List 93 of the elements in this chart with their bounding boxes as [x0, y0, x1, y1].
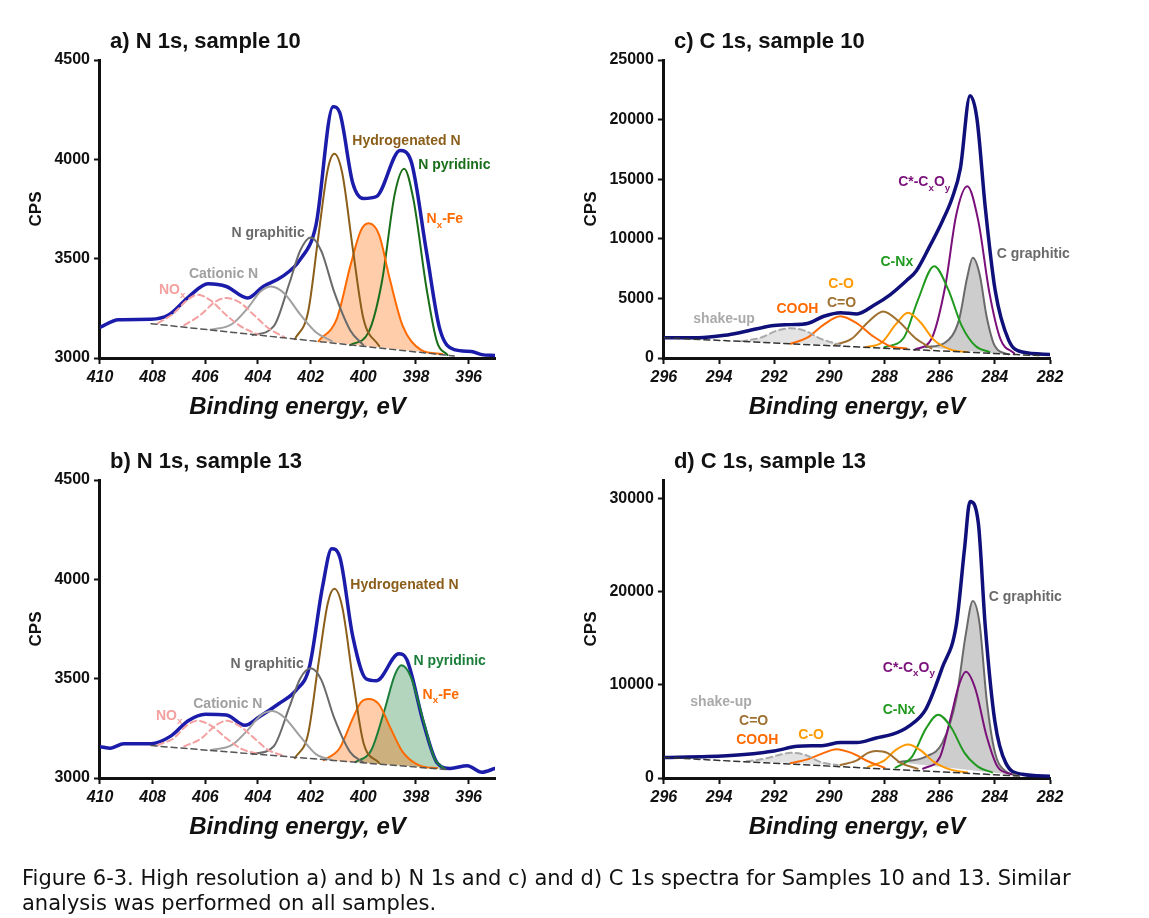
y-tick-label: 4500 [54, 470, 91, 488]
y-tick-label: 25000 [609, 50, 654, 68]
x-tick-label: 294 [704, 368, 733, 386]
line-series [789, 315, 908, 350]
line-series [922, 670, 1013, 776]
x-tick-label: 282 [1035, 368, 1064, 386]
x-tick-label: 292 [759, 368, 788, 386]
line-series [883, 265, 991, 354]
x-axis-title: Binding energy, eV [189, 392, 408, 420]
y-tick-label: 3000 [54, 768, 91, 786]
x-axis-title: Binding energy, eV [748, 392, 968, 420]
x-tick-label: 400 [348, 368, 377, 386]
series-label: Cationic N [188, 264, 259, 281]
series-label: C graphitic [988, 588, 1063, 605]
x-tick-label: 286 [925, 368, 954, 386]
x-tick-label: 402 [296, 788, 325, 806]
x-tick-label: 398 [402, 788, 430, 806]
y-axis-title: CPS [25, 611, 45, 647]
y-tick-label: 4500 [54, 50, 91, 68]
chart-title: d) C 1s, sample 13 [673, 448, 866, 473]
y-tick-label: 20000 [609, 582, 654, 600]
text: C=O [739, 712, 769, 729]
line-series [894, 713, 994, 774]
x-tick-label: 288 [870, 368, 898, 386]
x-tick-label: 408 [138, 788, 167, 806]
x-tick-label: 286 [925, 788, 954, 806]
x-tick-label: 296 [649, 368, 678, 386]
y-tick-label: 3000 [54, 348, 91, 366]
series-label: N graphitic [231, 224, 305, 241]
y-tick-label: 20000 [609, 110, 654, 128]
x-tick-label: 284 [980, 788, 1009, 806]
x-tick-label: 398 [402, 368, 430, 386]
chart-title: b) N 1s, sample 13 [109, 448, 302, 473]
series-label: N pyridinic [418, 155, 491, 172]
y-tick-label: 0 [644, 768, 654, 786]
series-label: Hydrogenated N [352, 132, 461, 149]
x-tick-label: 410 [85, 368, 114, 386]
y-tick-label: 4000 [54, 149, 91, 167]
line-series [209, 710, 333, 762]
y-axis-title: CPS [580, 611, 600, 647]
x-tick-label: 290 [815, 788, 843, 806]
chart-title: c) C 1s, sample 10 [673, 28, 865, 53]
text: C-O [798, 726, 825, 743]
chart-title: a) N 1s, sample 10 [109, 28, 301, 53]
series-label: C-Nx [882, 700, 916, 717]
y-axis-title: CPS [25, 191, 45, 227]
x-tick-label: 282 [1035, 788, 1064, 806]
series-label: Hydrogenated N [350, 575, 459, 592]
x-tick-label: 396 [455, 368, 483, 386]
series-label: N pyridinic [413, 652, 487, 669]
y-tick-label: 10000 [609, 229, 654, 247]
series-label: N graphitic [230, 655, 304, 672]
series-label: COOH [736, 731, 779, 748]
x-tick-label: 294 [704, 788, 733, 806]
y-tick-label: 3500 [54, 249, 91, 267]
caption: Figure 6-3. High resolution a) and b) N 1s and c) and d) C 1s spectra for Samples 10 and 13. Similar analysis was performed on all samples. [22, 866, 1072, 916]
x-tick-label: 296 [649, 788, 678, 806]
series-label: COOH [776, 299, 819, 316]
x-tick-label: 410 [85, 788, 114, 806]
x-tick-label: 292 [759, 788, 788, 806]
x-tick-label: 284 [980, 368, 1009, 386]
x-tick-label: 404 [243, 368, 272, 386]
x-tick-label: 406 [190, 788, 219, 806]
x-tick-label: 290 [815, 368, 843, 386]
y-tick-label: 0 [644, 348, 654, 366]
y-tick-label: 10000 [609, 675, 654, 693]
y-tick-label: 4000 [54, 569, 91, 587]
line-series [866, 743, 969, 774]
line-series [209, 285, 333, 343]
series-label: C graphitic [996, 244, 1071, 261]
x-tick-label: 288 [870, 788, 898, 806]
text: C-O [828, 274, 855, 291]
line-series [833, 310, 933, 350]
x-tick-label: 408 [138, 368, 167, 386]
line-series [789, 748, 886, 769]
x-tick-label: 402 [296, 368, 325, 386]
y-tick-label: 15000 [609, 169, 654, 187]
x-tick-label: 396 [455, 788, 483, 806]
series-label: Cationic N [193, 695, 263, 712]
series-label: C-Nx [880, 253, 914, 270]
line-series [839, 749, 919, 770]
y-tick-label: 3500 [54, 669, 91, 687]
x-axis-title: Binding energy, eV [748, 812, 968, 840]
y-axis-title: CPS [580, 191, 600, 227]
y-tick-label: 30000 [609, 489, 654, 507]
x-axis-title: Binding energy, eV [189, 812, 408, 840]
x-tick-label: 404 [243, 788, 272, 806]
x-tick-label: 400 [348, 788, 377, 806]
x-tick-label: 406 [190, 368, 219, 386]
text: shake-up [690, 693, 752, 710]
series-label: shake-up [693, 310, 755, 327]
y-tick-label: 5000 [618, 288, 654, 306]
series-label: C=O [826, 293, 857, 310]
